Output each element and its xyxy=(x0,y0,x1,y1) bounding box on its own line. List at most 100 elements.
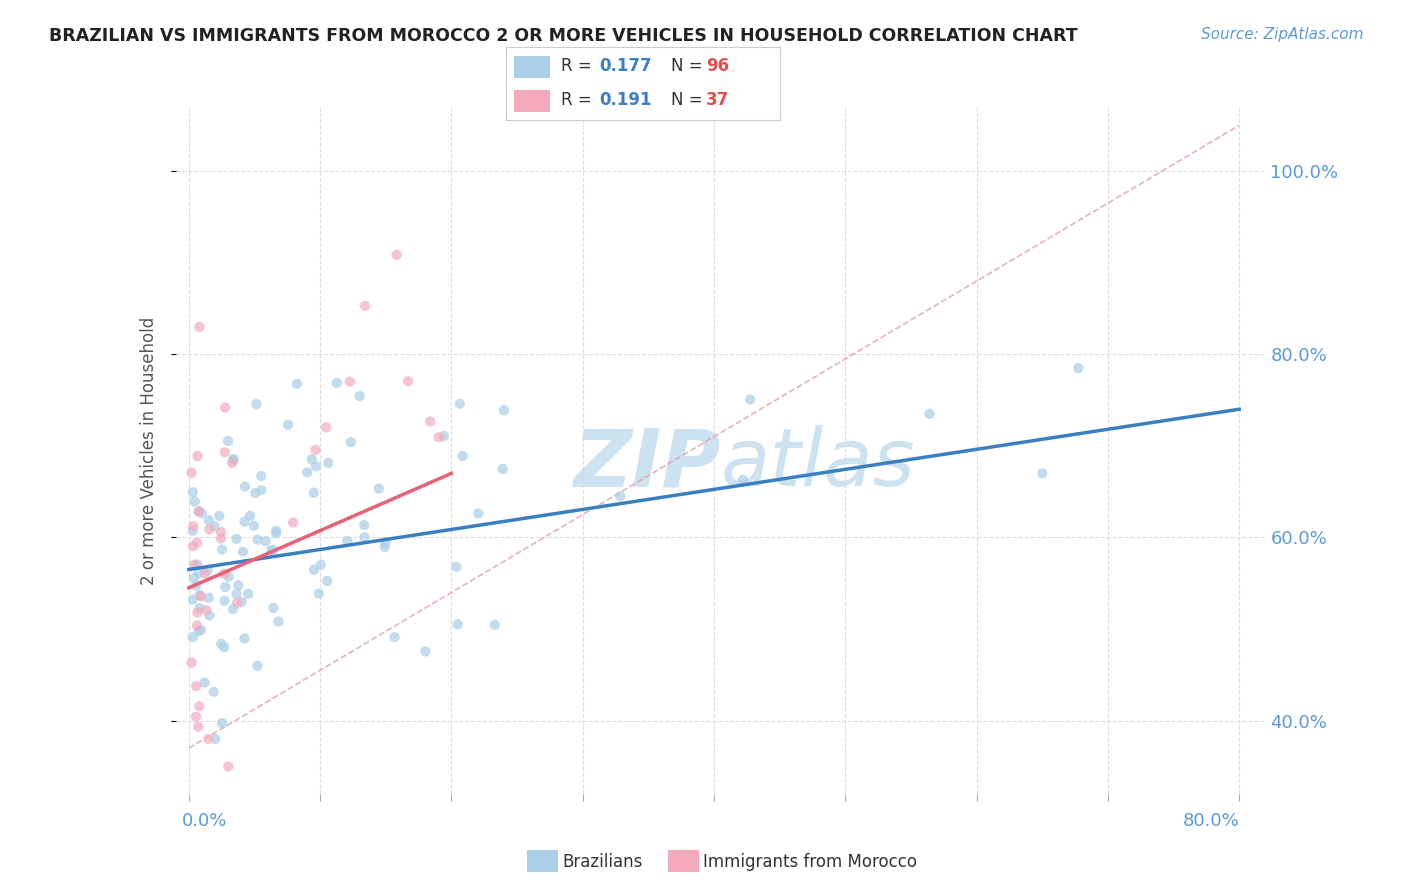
Point xyxy=(232,544,254,558)
Point xyxy=(191,506,214,520)
Point xyxy=(197,513,219,527)
Point xyxy=(181,539,204,553)
Point xyxy=(194,675,217,690)
Point xyxy=(262,601,284,615)
Point xyxy=(433,429,456,443)
Text: Source: ZipAtlas.com: Source: ZipAtlas.com xyxy=(1201,27,1364,42)
Point xyxy=(446,559,468,574)
Point xyxy=(186,679,208,693)
Point xyxy=(190,623,212,637)
Point xyxy=(214,445,236,459)
Point xyxy=(353,518,375,533)
Point xyxy=(385,248,408,262)
Point xyxy=(233,515,256,529)
Point xyxy=(183,519,205,533)
Point xyxy=(187,624,209,638)
Point xyxy=(250,483,273,498)
Point xyxy=(325,376,347,390)
Point xyxy=(226,596,249,610)
Point xyxy=(340,435,363,450)
Point xyxy=(302,563,325,577)
Point xyxy=(492,403,515,417)
Point xyxy=(302,485,325,500)
Point xyxy=(183,558,205,572)
Point xyxy=(316,456,339,470)
Point xyxy=(198,608,221,623)
Point xyxy=(221,456,243,470)
Point xyxy=(415,644,437,658)
Point xyxy=(187,720,209,734)
Point xyxy=(214,566,236,581)
Point xyxy=(184,578,207,592)
Point xyxy=(285,376,308,391)
Y-axis label: 2 or more Vehicles in Household: 2 or more Vehicles in Household xyxy=(139,317,157,584)
Text: 37: 37 xyxy=(706,91,730,109)
Point xyxy=(254,534,277,549)
Text: 96: 96 xyxy=(706,57,730,75)
Point xyxy=(246,533,269,547)
Point xyxy=(238,587,260,601)
Point xyxy=(204,731,226,746)
Bar xyxy=(515,90,550,112)
Point xyxy=(195,603,218,617)
Text: R =: R = xyxy=(561,57,598,75)
Point xyxy=(218,570,240,584)
Point xyxy=(233,479,256,493)
Point xyxy=(316,574,339,588)
Point xyxy=(731,473,754,487)
Point xyxy=(1031,467,1053,481)
Point xyxy=(188,601,211,615)
Point xyxy=(183,571,205,585)
Point xyxy=(297,466,319,480)
Point xyxy=(184,710,207,724)
Point xyxy=(214,401,236,415)
Point xyxy=(226,578,249,592)
Text: N =: N = xyxy=(671,91,707,109)
Point xyxy=(181,485,204,500)
Point xyxy=(190,590,212,604)
Point xyxy=(222,452,245,467)
Point xyxy=(180,656,202,670)
Point xyxy=(186,558,208,572)
Text: N =: N = xyxy=(671,57,707,75)
Point xyxy=(208,508,231,523)
Point xyxy=(309,558,332,572)
Bar xyxy=(515,56,550,78)
Point xyxy=(217,434,239,448)
Point xyxy=(197,731,219,746)
Point xyxy=(188,588,211,602)
Point xyxy=(187,504,209,518)
Point xyxy=(198,591,221,605)
Point xyxy=(305,459,328,474)
Text: Brazilians: Brazilians xyxy=(562,853,643,871)
Point xyxy=(198,522,221,536)
Point xyxy=(239,508,262,523)
Point xyxy=(374,535,396,549)
Point xyxy=(187,566,209,581)
Point xyxy=(197,564,219,578)
Point xyxy=(188,319,211,334)
Point xyxy=(181,592,204,607)
Point xyxy=(222,453,245,467)
Point xyxy=(231,595,253,609)
Point xyxy=(451,449,474,463)
Point xyxy=(222,602,245,616)
Point xyxy=(250,469,273,483)
Point xyxy=(209,637,232,651)
Point xyxy=(246,658,269,673)
Point xyxy=(349,389,371,403)
Point xyxy=(217,759,239,773)
Point xyxy=(186,618,208,632)
Point xyxy=(1067,361,1090,376)
Point xyxy=(277,417,299,432)
Point xyxy=(467,507,489,521)
Point xyxy=(209,525,232,540)
Point xyxy=(211,542,233,557)
Point xyxy=(315,420,337,434)
Text: 0.191: 0.191 xyxy=(599,91,652,109)
Point xyxy=(308,587,330,601)
Point xyxy=(211,716,233,731)
Text: BRAZILIAN VS IMMIGRANTS FROM MOROCCO 2 OR MORE VEHICLES IN HOUSEHOLD CORRELATION: BRAZILIAN VS IMMIGRANTS FROM MOROCCO 2 O… xyxy=(49,27,1078,45)
Point xyxy=(188,504,211,518)
Point xyxy=(264,524,287,538)
